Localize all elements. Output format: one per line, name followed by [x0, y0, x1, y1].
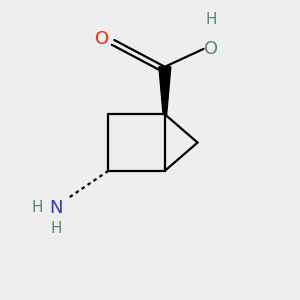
- Text: H: H: [51, 221, 62, 236]
- Text: H: H: [205, 12, 217, 27]
- Text: O: O: [95, 29, 110, 47]
- Text: O: O: [204, 40, 218, 58]
- Text: H: H: [31, 200, 43, 215]
- Polygon shape: [159, 67, 171, 114]
- Text: N: N: [50, 199, 63, 217]
